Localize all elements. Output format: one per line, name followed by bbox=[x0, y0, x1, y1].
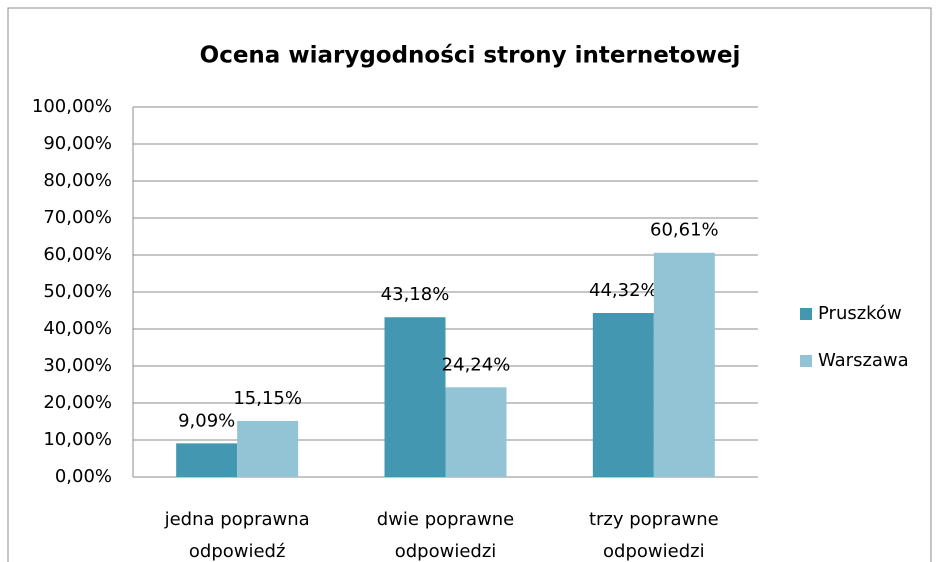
y-tick-label: 40,00% bbox=[43, 318, 112, 339]
value-label: 9,09% bbox=[178, 410, 235, 431]
value-label: 44,32% bbox=[589, 280, 658, 301]
bar bbox=[176, 443, 238, 477]
bar bbox=[384, 317, 446, 477]
x-tick-label: dwie poprawne odpowiedzi bbox=[376, 509, 515, 562]
y-tick-label: 60,00% bbox=[43, 244, 112, 265]
value-label: 43,18% bbox=[381, 284, 450, 305]
bar bbox=[592, 313, 654, 477]
value-label: 60,61% bbox=[650, 220, 719, 241]
legend-label: Warszawa bbox=[818, 350, 909, 371]
x-tick-label: trzy poprawne odpowiedzi bbox=[588, 509, 719, 562]
y-tick-label: 70,00% bbox=[43, 207, 112, 228]
y-tick-label: 0,00% bbox=[55, 466, 112, 487]
x-tick-label: jedna poprawna odpowiedź bbox=[164, 509, 310, 562]
y-tick-label: 50,00% bbox=[43, 281, 112, 302]
y-tick-label: 80,00% bbox=[43, 170, 112, 191]
bar bbox=[237, 420, 299, 477]
legend-swatch bbox=[800, 308, 812, 320]
y-tick-label: 30,00% bbox=[43, 355, 112, 376]
bar bbox=[445, 387, 507, 477]
y-tick-label: 10,00% bbox=[43, 429, 112, 450]
chart-frame bbox=[7, 7, 932, 562]
value-label: 15,15% bbox=[233, 388, 302, 409]
y-tick-label: 20,00% bbox=[43, 392, 112, 413]
y-tick-label: 90,00% bbox=[43, 133, 112, 154]
chart-title: Ocena wiarygodności strony internetowej bbox=[200, 43, 741, 69]
legend-swatch bbox=[800, 355, 812, 367]
legend-label: Pruszków bbox=[818, 303, 902, 324]
value-label: 24,24% bbox=[442, 354, 511, 375]
y-tick-label: 100,00% bbox=[32, 96, 112, 117]
bar bbox=[653, 252, 715, 477]
